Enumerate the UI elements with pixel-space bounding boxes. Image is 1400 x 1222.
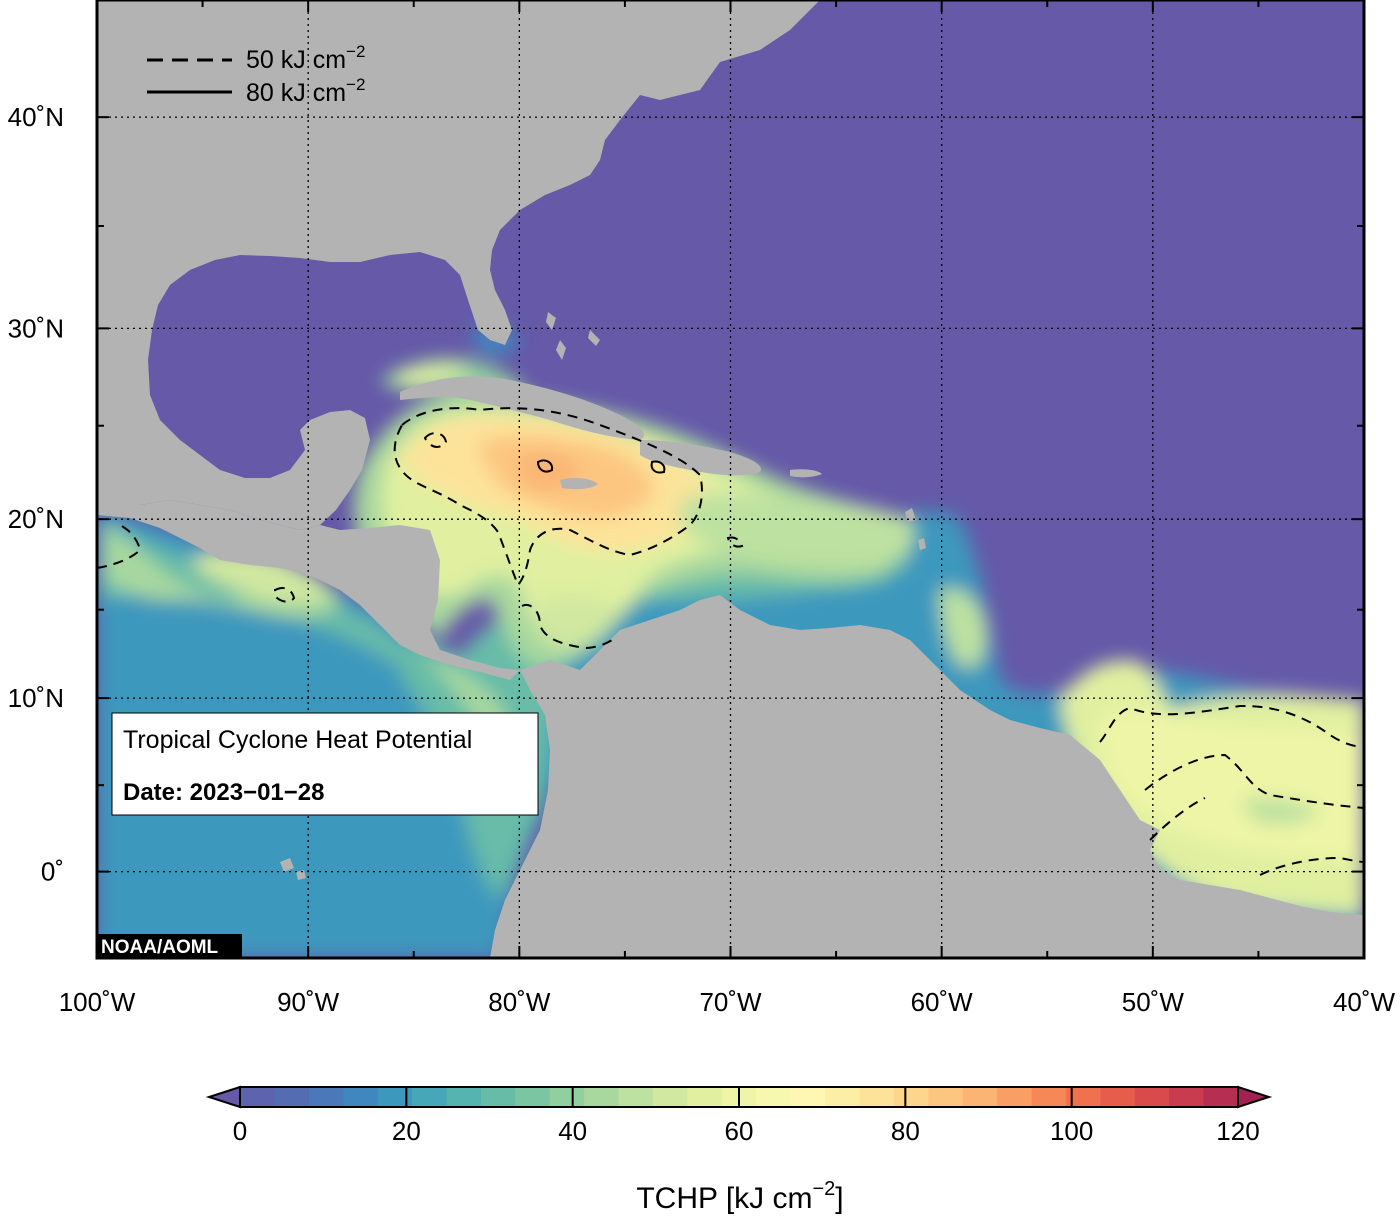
colorbar-cell bbox=[618, 1087, 654, 1107]
contour-legend: 50 kJ cm−2 80 kJ cm−2 bbox=[147, 42, 365, 107]
contour-50-atlantic-low bbox=[1259, 856, 1364, 876]
colorbar-cell bbox=[584, 1087, 620, 1107]
contour-50-caribbean bbox=[393, 407, 703, 587]
longitude-label: 90˚W bbox=[277, 987, 340, 1017]
colorbar-tick-label: 40 bbox=[558, 1116, 587, 1146]
contour-50-atlantic-upper bbox=[1099, 704, 1364, 748]
colorbar-cell bbox=[1203, 1087, 1239, 1107]
colorbar-cell bbox=[687, 1087, 723, 1107]
latitude-label: 10˚N bbox=[8, 683, 64, 713]
legend-80-label: 80 kJ cm−2 bbox=[246, 75, 365, 107]
legend-50-label: 50 kJ cm−2 bbox=[246, 42, 365, 74]
colorbar-cell bbox=[1031, 1087, 1067, 1107]
latitude-label: 0˚ bbox=[41, 857, 64, 887]
credit-background bbox=[97, 934, 242, 958]
colorbar-tick-label: 20 bbox=[392, 1116, 421, 1146]
credit-text: NOAA/AOML bbox=[101, 937, 219, 958]
colorbar: 0 20 40 60 80 100 120 TCHP [kJ cm−2] bbox=[205, 1085, 1273, 1215]
colorbar-cell bbox=[377, 1087, 413, 1107]
colorbar-ticks: 0 20 40 60 80 100 120 bbox=[233, 1087, 1260, 1146]
tchp-contours bbox=[97, 407, 1364, 876]
colorbar-cell bbox=[343, 1087, 379, 1107]
land-jamaica bbox=[560, 477, 598, 490]
colorbar-cell bbox=[515, 1087, 551, 1107]
land-south-america bbox=[490, 595, 1364, 958]
contour-50-venezuela bbox=[521, 604, 613, 650]
contour-50-pacific bbox=[274, 587, 296, 603]
contour-50-east-caribbean bbox=[726, 536, 744, 548]
contour-80-west bbox=[536, 459, 554, 473]
contour-50-atlantic-south bbox=[1149, 797, 1206, 841]
land-masses bbox=[97, 0, 1364, 958]
info-box: Tropical Cyclone Heat Potential Date: 20… bbox=[111, 712, 539, 816]
contour-80-east bbox=[650, 460, 666, 474]
colorbar-cell bbox=[446, 1087, 482, 1107]
colorbar-tick-label: 0 bbox=[233, 1116, 247, 1146]
colorbar-cell bbox=[1169, 1087, 1205, 1107]
land-hispaniola bbox=[640, 440, 761, 476]
colorbar-cell bbox=[652, 1087, 688, 1107]
latitude-label: 40˚N bbox=[8, 102, 64, 132]
longitude-label: 60˚W bbox=[911, 987, 974, 1017]
colorbar-cell bbox=[859, 1087, 895, 1107]
land-central-america bbox=[97, 500, 520, 680]
land-north-america bbox=[97, 0, 820, 530]
longitude-label: 40˚W bbox=[1333, 987, 1396, 1017]
contour-50-atlantic-mid bbox=[1144, 753, 1364, 809]
latitude-label: 30˚N bbox=[8, 313, 64, 343]
longitude-label: 80˚W bbox=[488, 987, 551, 1017]
colorbar-cell bbox=[240, 1087, 275, 1107]
longitude-label: 100˚W bbox=[59, 987, 136, 1017]
colorbar-title: TCHP [kJ cm−2] bbox=[636, 1178, 843, 1215]
colorbar-cell bbox=[997, 1087, 1033, 1107]
info-box-background bbox=[111, 712, 539, 816]
colorbar-min-arrow bbox=[205, 1085, 241, 1109]
colorbar-cell bbox=[790, 1087, 826, 1107]
land-galapagos bbox=[280, 858, 306, 880]
colorbar-cell bbox=[412, 1087, 447, 1107]
colorbar-cell bbox=[549, 1087, 585, 1107]
map-area bbox=[97, 0, 1364, 958]
longitude-label: 70˚W bbox=[699, 987, 762, 1017]
contour-50-west bbox=[97, 524, 142, 569]
latitude-labels: 40˚N 30˚N 20˚N 10˚N 0˚ bbox=[8, 102, 64, 886]
colorbar-cells bbox=[240, 1087, 1239, 1107]
colorbar-cell bbox=[1134, 1087, 1170, 1107]
frame-ticks bbox=[96, 0, 1365, 959]
colorbar-cell bbox=[893, 1087, 929, 1107]
colorbar-cell bbox=[308, 1087, 344, 1107]
colorbar-cell bbox=[480, 1087, 516, 1107]
contour-80-yucatan bbox=[423, 432, 448, 448]
land-puerto-rico bbox=[790, 469, 822, 478]
tchp-heat-field bbox=[97, 324, 1364, 958]
longitude-label: 50˚W bbox=[1122, 987, 1185, 1017]
colorbar-tick-label: 60 bbox=[725, 1116, 754, 1146]
longitude-labels: 100˚W 90˚W 80˚W 70˚W 60˚W 50˚W 40˚W bbox=[59, 987, 1396, 1017]
colorbar-cell bbox=[962, 1087, 998, 1107]
colorbar-tick-label: 120 bbox=[1216, 1116, 1259, 1146]
colorbar-cell bbox=[1100, 1087, 1136, 1107]
colorbar-tick-label: 80 bbox=[891, 1116, 920, 1146]
colorbar-max-arrow bbox=[1237, 1085, 1273, 1109]
colorbar-cell bbox=[756, 1087, 792, 1107]
colorbar-cell bbox=[274, 1087, 310, 1107]
land-lesser-antilles bbox=[905, 508, 926, 550]
colorbar-cell bbox=[928, 1087, 964, 1107]
colorbar-cell bbox=[825, 1087, 860, 1107]
info-box-date: Date: 2023−01−28 bbox=[123, 779, 325, 806]
colorbar-tick-label: 100 bbox=[1050, 1116, 1093, 1146]
colorbar-cell bbox=[1065, 1087, 1101, 1107]
credit-badge: NOAA/AOML bbox=[97, 934, 242, 958]
latitude-label: 20˚N bbox=[8, 504, 64, 534]
land-bahamas bbox=[546, 312, 600, 360]
info-box-title: Tropical Cyclone Heat Potential bbox=[123, 726, 472, 754]
